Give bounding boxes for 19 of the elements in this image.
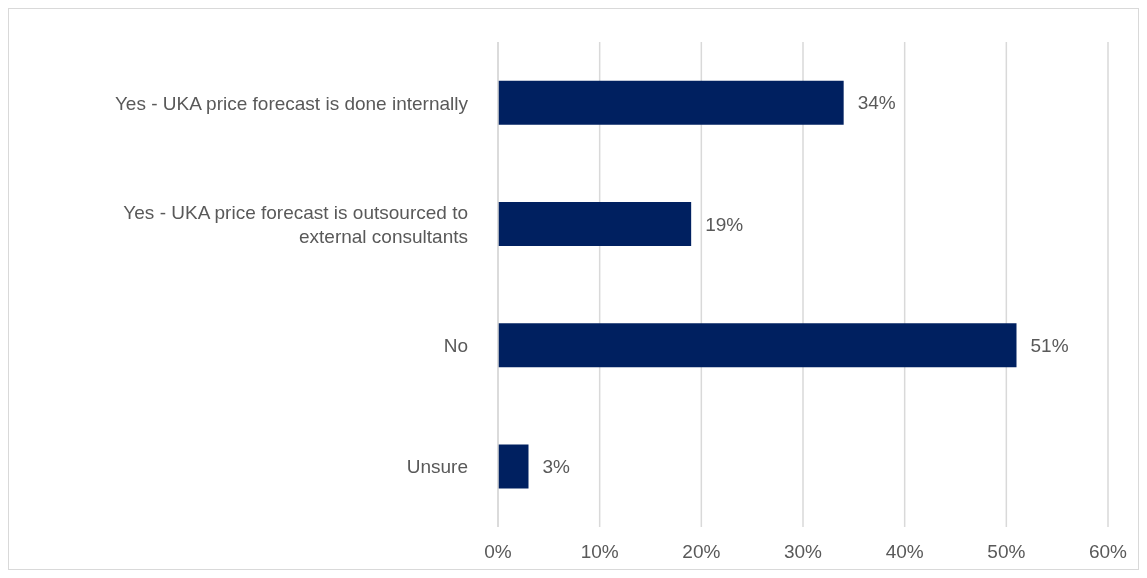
x-tick-label: 20% [682,541,721,563]
bar [498,323,1017,368]
y-tick-label: No [443,334,468,356]
data-label: 51% [1030,334,1069,356]
y-tick-label: Yes - UKA price forecast is outsourced to external consultants [123,201,468,247]
x-tick-label: 30% [783,541,823,563]
x-tick-label: 50% [987,541,1026,563]
x-tick-label: 60% [1088,541,1128,563]
data-label: 34% [857,92,896,114]
x-tick-label: 0% [484,541,512,563]
x-tick-label: 40% [885,541,924,563]
data-label: 3% [542,456,571,478]
bar [498,80,844,125]
x-tick-label: 10% [580,541,619,563]
bar [498,444,529,489]
y-tick-label: Unsure [406,455,468,477]
data-label: 19% [705,213,744,235]
bar [498,202,692,247]
y-tick-label: Yes - UKA price forecast is done internally [114,92,469,114]
